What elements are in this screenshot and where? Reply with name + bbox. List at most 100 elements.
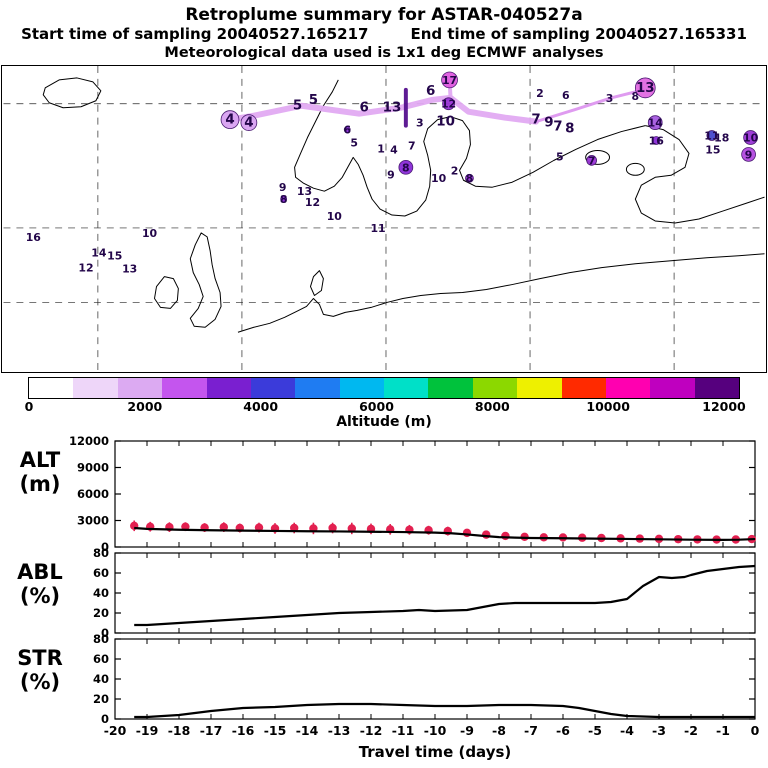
trajectory-marker-label: 4	[225, 113, 234, 128]
trajectory-marker-label: 6	[359, 101, 368, 116]
x-tick-label: -1	[716, 723, 730, 738]
y-tick-label: 60	[93, 652, 109, 666]
trajectory-marker-label: 10	[436, 115, 455, 130]
y-tick-label: 6000	[77, 487, 109, 501]
trajectory-marker	[343, 126, 351, 133]
trajectory-marker-label: 6	[343, 124, 351, 137]
alt-centroid-dot	[254, 523, 264, 532]
x-tick-label: -2	[684, 723, 698, 738]
colorbar	[28, 377, 740, 399]
x-tick-label: -4	[620, 723, 634, 738]
trajectory-marker-label: 4	[244, 116, 253, 131]
trajectory-marker-label: 13	[122, 263, 137, 276]
trajectory-marker-label: 8	[632, 90, 640, 103]
colorbar-segment	[561, 378, 606, 398]
y-tick-label: 0	[101, 712, 109, 726]
trajectory-marker-label: 8	[402, 161, 410, 174]
x-tick-label: -12	[360, 723, 383, 738]
time-series-panels: 030006000900012000ALT(m)020406080ABL(%)0…	[17, 434, 760, 761]
x-tick-label: -8	[492, 723, 506, 738]
y-tick-label: 9000	[77, 461, 109, 475]
trajectory-marker-label: 1	[377, 142, 385, 155]
trajectory-marker-label: 10	[431, 172, 447, 185]
colorbar-segment	[339, 378, 384, 398]
x-tick-label: -20	[104, 723, 127, 738]
x-tick-label: 0	[751, 723, 760, 738]
trajectory-marker-label: 2	[536, 87, 544, 100]
colorbar-segment	[384, 378, 429, 398]
trajectory-marker-label: 18	[714, 132, 729, 145]
colorbar-segment	[605, 378, 651, 398]
trajectory-marker-label: 7	[408, 139, 416, 152]
trajectory-marker-label: 16	[649, 134, 664, 147]
x-tick-label: -14	[296, 723, 319, 738]
panel-mean-line	[134, 564, 756, 627]
colorbar-title: Altitude (m)	[336, 414, 432, 430]
trajectory-marker-label: 12	[305, 196, 320, 209]
y-tick-label: 0	[101, 626, 109, 640]
trajectory-marker	[586, 155, 597, 166]
colorbar-tick: 10000	[586, 399, 630, 414]
y-tick-label: 20	[93, 692, 109, 706]
panel-name: ALT	[20, 448, 61, 472]
trajectory-marker-label: 11	[704, 130, 719, 143]
x-tick-label: -18	[168, 723, 191, 738]
trajectory-marker-label: 8	[565, 122, 574, 137]
start-time-label: Start time of sampling 20040527.165217	[21, 25, 369, 43]
trajectory-marker	[280, 195, 288, 203]
met-data-line: Meteorological data used is 1x1 deg ECMW…	[164, 45, 604, 61]
colorbar-segment	[472, 378, 518, 398]
trajectory-marker	[741, 147, 756, 162]
trajectory-marker	[651, 136, 661, 145]
trajectory-marker	[647, 115, 663, 130]
colorbar-segment	[250, 378, 296, 398]
x-tick-label: -3	[652, 723, 666, 738]
colorbar-segment	[694, 378, 739, 398]
trajectory-marker-label: 15	[107, 250, 122, 263]
trajectory-marker	[398, 159, 414, 175]
colorbar-segment	[517, 378, 562, 398]
sampling-times: Start time of sampling 20040527.165217 En…	[0, 25, 768, 44]
trajectory-marker-label: 14	[648, 117, 664, 130]
x-tick-label: -16	[232, 723, 255, 738]
colorbar-tick: 4000	[243, 399, 279, 414]
y-tick-label: 3000	[77, 514, 109, 528]
trajectory-marker-label: 9	[745, 148, 753, 161]
colorbar-segment	[295, 378, 340, 398]
trajectory-marker	[220, 110, 240, 129]
colorbar-segment	[650, 378, 695, 398]
trajectory-marker-label: 16	[26, 231, 41, 244]
trajectory-marker-label: 5	[350, 136, 358, 149]
colorbar-segment	[206, 378, 251, 398]
trajectory-marker-label: 7	[531, 113, 540, 128]
x-tick-label: -5	[588, 723, 602, 738]
y-tick-label: 0	[101, 540, 109, 554]
x-tick-label: -10	[424, 723, 447, 738]
y-tick-label: 40	[93, 586, 109, 600]
trajectory-marker-label: 5	[293, 99, 302, 114]
colorbar-tick: 12000	[702, 399, 746, 414]
panel-unit: (%)	[20, 584, 60, 608]
trajectory-marker	[634, 77, 656, 99]
colorbar-segment	[29, 378, 74, 398]
y-tick-label: 12000	[69, 434, 109, 448]
trajectory-marker-label: 9	[387, 168, 395, 181]
trajectory-marker-label: 12	[78, 262, 93, 275]
colorbar-tick: 0	[24, 399, 34, 414]
alt-centroid-dot	[482, 530, 491, 539]
altitude-colorbar: 0 2000 4000 6000 8000 10000 12000 Altitude (m)	[0, 377, 768, 433]
trajectory-marker-label: 10	[327, 210, 343, 223]
trajectory-marker-label: 6	[562, 89, 570, 102]
trajectory-marker-label: 3	[606, 92, 614, 105]
trajectory-marker-label: 5	[556, 150, 564, 163]
trajectory-marker	[743, 130, 758, 145]
colorbar-tick: 6000	[359, 399, 394, 414]
trajectory-marker-label: 7	[553, 120, 562, 135]
trajectory-marker-label: 10	[142, 227, 158, 240]
trajectory-marker-label: 13	[383, 101, 402, 116]
trajectory-marker	[441, 71, 458, 89]
colorbar-segment	[117, 378, 163, 398]
end-time-label: End time of sampling 20040527.165331	[410, 25, 747, 43]
trajectory-marker-label: 12	[441, 98, 456, 111]
alt-centroid-dot	[328, 523, 337, 533]
